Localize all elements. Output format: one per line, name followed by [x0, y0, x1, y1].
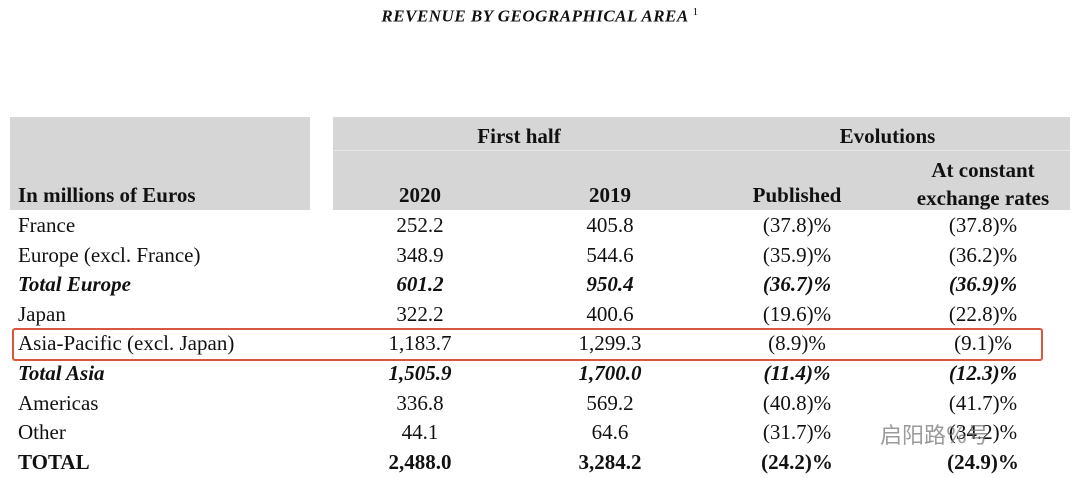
cell: (35.9)% [762, 242, 832, 267]
cell: (36.2)% [948, 242, 1018, 267]
cell: 322.2 [396, 301, 444, 326]
cell: 1,183.7 [388, 331, 452, 356]
row-label: Europe (excl. France) [18, 242, 201, 267]
cell: (36.9)% [948, 272, 1018, 297]
footnote-mark: 1 [692, 6, 699, 18]
cell: 405.8 [586, 213, 634, 237]
highlight-box [12, 328, 1043, 361]
cell: (31.7)% [762, 420, 832, 445]
cell: (37.8)% [762, 213, 832, 237]
cell: (40.8)% [762, 390, 832, 415]
cell: (8.9)% [768, 331, 826, 356]
cell: (34.2)% [948, 420, 1018, 445]
column-header: In millions of Euros [18, 183, 196, 207]
row-label: Total Asia [18, 361, 105, 385]
header-bg [10, 117, 310, 210]
cell: (9.1)% [954, 331, 1012, 356]
row-label: Total Europe [18, 272, 131, 297]
row-label: Other [18, 420, 66, 445]
cell: (22.8)% [948, 301, 1018, 326]
row-label: France [18, 213, 76, 237]
column-header: Published [752, 183, 842, 207]
cell: 336.8 [396, 390, 444, 415]
row-label: TOTAL [18, 449, 90, 474]
cell: (11.4)% [763, 361, 831, 385]
column-header: 2020 [399, 183, 441, 207]
cell: 601.2 [396, 272, 444, 297]
cell: 348.9 [396, 242, 444, 267]
cell: 1,299.3 [578, 331, 642, 356]
cell: (24.2)% [761, 449, 833, 474]
cell: 64.6 [591, 420, 629, 445]
watermark: 启阳路%号 [880, 424, 989, 449]
row-label: Asia-Pacific (excl. Japan) [18, 331, 235, 356]
group-header: Evolutions [839, 124, 936, 148]
cell: (36.7)% [762, 272, 832, 297]
header-bg [333, 117, 1070, 210]
title-text: REVENUE BY GEOGRAPHICAL AREA [381, 6, 688, 26]
cell: 950.4 [586, 272, 634, 297]
cell: 252.2 [396, 213, 444, 237]
column-header: At constant exchange rates [916, 158, 1050, 210]
cell: 569.2 [586, 390, 634, 415]
group-header: First half [477, 124, 561, 148]
cell: (24.9)% [947, 449, 1019, 474]
column-header: 2019 [589, 183, 631, 207]
row-label: Japan [18, 301, 66, 326]
cell: 2,488.0 [388, 449, 452, 474]
cell: 44.1 [401, 420, 439, 445]
cell: (41.7)% [948, 390, 1018, 415]
cell: 400.6 [586, 301, 634, 326]
cell: (12.3)% [948, 361, 1018, 385]
row-label: Americas [18, 390, 99, 415]
header-divider [333, 150, 1070, 151]
cell: (37.8)% [948, 213, 1018, 237]
cell: 3,284.2 [578, 449, 642, 474]
cell: 544.6 [586, 242, 634, 267]
cell: (19.6)% [762, 301, 832, 326]
title: REVENUE BY GEOGRAPHICAL AREA 1 [0, 6, 1080, 27]
cell: 1,700.0 [578, 361, 642, 385]
cell: 1,505.9 [388, 361, 452, 385]
